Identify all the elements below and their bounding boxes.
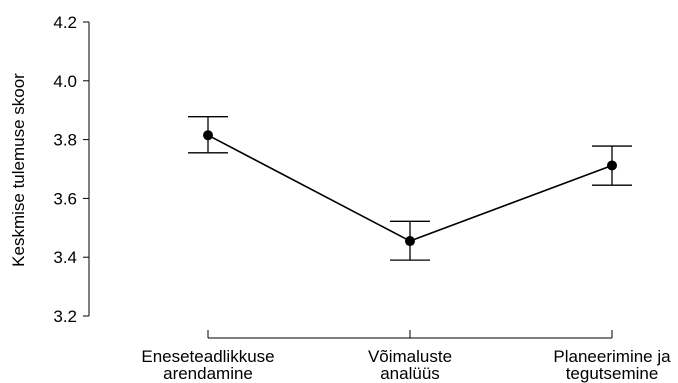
- y-tick-label: 3.6: [53, 189, 77, 208]
- y-tick-label: 3.2: [53, 307, 77, 326]
- plot-area: [188, 116, 632, 261]
- x-axis: Eneseteadlikkuse arendamine Võimaluste anal…: [141, 330, 671, 383]
- x-tick-label: Võimaluste analüüs: [368, 347, 452, 383]
- y-axis: 3.2 3.4 3.6 3.8 4.0 4.2: [53, 13, 90, 326]
- data-point: [203, 130, 213, 141]
- y-tick-label: 4.2: [53, 13, 77, 32]
- y-axis-label: Keskmise tulemuse skoor: [9, 73, 28, 267]
- data-point: [607, 160, 617, 171]
- y-tick-label: 3.4: [53, 248, 77, 267]
- x-tick-label: Planeerimine ja tegutsemine: [553, 347, 671, 383]
- data-point: [405, 236, 415, 247]
- x-tick-label: Eneseteadlikkuse arendamine: [141, 347, 274, 383]
- y-tick-label: 4.0: [53, 72, 77, 91]
- y-tick-label: 3.8: [53, 131, 77, 150]
